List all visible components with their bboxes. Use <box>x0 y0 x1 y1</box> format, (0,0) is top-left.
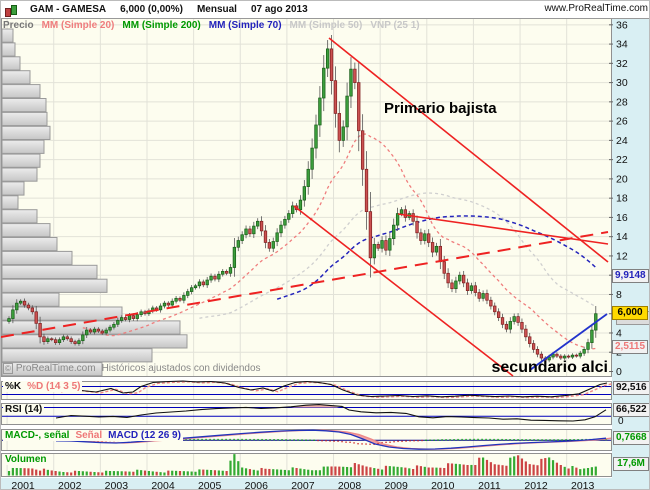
symbol-title: GAM - GAMESA <box>30 4 107 15</box>
annotation-primario-bajista: Primario bajista <box>384 100 497 117</box>
watermark: © ProRealTime.com Históricos ajustados c… <box>3 363 261 374</box>
macd-value-box: 0,7668 <box>613 431 649 445</box>
candlestick-icon <box>4 4 17 17</box>
legend-precio[interactable]: Precio <box>3 20 34 31</box>
volume-value-box: 17,6M <box>613 457 649 471</box>
volume-label[interactable]: Volumen <box>3 454 49 465</box>
site-link[interactable]: www.ProRealTime.com <box>544 3 648 14</box>
legend-mm50[interactable]: MM (Simple 50) <box>289 20 363 31</box>
copyright-icon: © <box>3 363 13 374</box>
watermark-note: Históricos ajustados con dividendos <box>101 363 261 374</box>
stochastic-panel[interactable] <box>1 381 612 400</box>
main-price-panel[interactable] <box>1 18 612 377</box>
legend-mm20[interactable]: MM (Simple 20) <box>41 20 115 31</box>
mm20-value-box: 2,5115 <box>612 340 649 354</box>
macd-label: MACD-, señal Señal MACD (12 26 9) <box>3 430 183 441</box>
macd-label-signal[interactable]: Señal <box>75 430 103 441</box>
rsi-zero-label: 0 <box>618 416 624 427</box>
price-axis-strip[interactable] <box>612 18 649 478</box>
mm70-value-box: 9,9148 <box>612 269 649 283</box>
date-label: 07 ago 2013 <box>250 4 308 15</box>
last-price-change: 6,000 (0,00%) <box>120 4 183 15</box>
legend-mm200[interactable]: MM (Simple 200) <box>122 20 201 31</box>
timeframe-label[interactable]: Mensual <box>196 4 237 15</box>
time-axis-strip <box>1 478 649 489</box>
macd-label-params[interactable]: MACD (12 26 9) <box>108 430 181 441</box>
last-price-box: 6,000 <box>612 306 648 320</box>
legend-vnp[interactable]: VNP (25 1) <box>370 20 420 31</box>
stochastic-label: %K %D (14 3 5) <box>3 381 83 392</box>
rsi-panel[interactable] <box>1 403 612 425</box>
volume-panel[interactable] <box>1 453 612 477</box>
indicator-legend: Precio MM (Simple 20) MM (Simple 200) MM… <box>3 20 420 31</box>
stoch-d-label[interactable]: %D (14 3 5) <box>27 381 81 392</box>
stoch-k-label[interactable]: %K <box>5 381 22 392</box>
stochastic-value-box: 92,516 <box>613 381 649 395</box>
rsi-label[interactable]: RSI (14) <box>3 404 45 415</box>
rsi-value-box: 66,522 <box>613 403 649 417</box>
macd-label-green[interactable]: MACD-, señal <box>5 430 70 441</box>
legend-mm70[interactable]: MM (Simple 70) <box>208 20 282 31</box>
header-bar: GAM - GAMESA 6,000 (0,00%) Mensual 07 ag… <box>1 1 649 19</box>
watermark-site: ProRealTime.com <box>15 363 96 374</box>
